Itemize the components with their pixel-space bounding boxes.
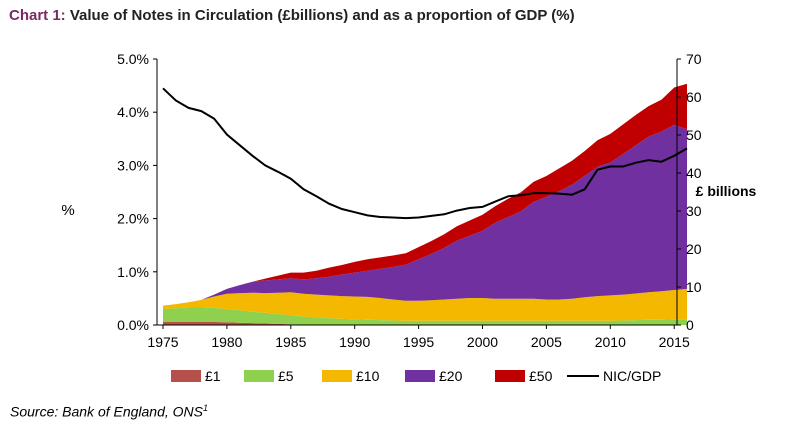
left-axis-ticks: 0.0% 1.0% 2.0% 3.0% 4.0% 5.0% xyxy=(117,51,157,333)
left-tick-label: 0.0% xyxy=(117,317,149,333)
x-tick-label: 1980 xyxy=(211,334,242,350)
right-axis-ticks: 0 10 20 30 40 50 60 70 xyxy=(677,51,702,333)
x-tick-label: 2010 xyxy=(595,334,626,350)
chart-title-prefix: Chart 1: xyxy=(9,7,66,24)
right-tick-label: 30 xyxy=(686,203,702,219)
nic-gdp-line xyxy=(162,87,688,220)
left-tick-label: 3.0% xyxy=(117,157,149,173)
legend-label-gbp50: £50 xyxy=(529,368,553,384)
area-gbp5 xyxy=(163,307,687,325)
left-axis-label: % xyxy=(61,202,74,219)
right-tick-label: 70 xyxy=(686,51,702,67)
x-tick-label: 1995 xyxy=(403,334,434,350)
chart-title: Chart 1: Value of Notes in Circulation (… xyxy=(9,7,575,24)
legend-swatch-gbp50 xyxy=(495,370,525,382)
source-footnote-marker: 1 xyxy=(203,403,209,413)
legend-swatch-gbp1 xyxy=(171,370,201,382)
left-tick-label: 2.0% xyxy=(117,211,149,227)
axes xyxy=(156,59,678,326)
x-tick-label: 2015 xyxy=(659,334,690,350)
x-tick-label: 1990 xyxy=(339,334,370,350)
right-tick-label: 60 xyxy=(686,89,702,105)
chart-title-main: Value of Notes in Circulation (£billions… xyxy=(65,7,575,24)
left-tick-label: 1.0% xyxy=(117,264,149,280)
legend-label-gbp1: £1 xyxy=(205,368,221,384)
x-tick-label: 1975 xyxy=(147,334,178,350)
right-tick-label: 50 xyxy=(686,127,702,143)
legend-swatch-gbp5 xyxy=(244,370,274,382)
x-tick-label: 2000 xyxy=(467,334,498,350)
right-tick-label: 0 xyxy=(686,317,694,333)
right-tick-label: 10 xyxy=(686,279,702,295)
right-tick-label: 20 xyxy=(686,241,702,257)
source-note: Source: Bank of England, ONS1 xyxy=(10,403,208,420)
legend-label-gbp20: £20 xyxy=(439,368,463,384)
x-axis-ticks: 1975 1980 1985 1990 1995 2000 2005 2010 2015 xyxy=(147,325,690,350)
x-tick-label: 1985 xyxy=(275,334,306,350)
legend-label-gbp10: £10 xyxy=(356,368,380,384)
stacked-areas xyxy=(163,83,687,325)
area-gbp10 xyxy=(163,288,687,321)
right-tick-label: 40 xyxy=(686,165,702,181)
legend-swatch-gbp20 xyxy=(405,370,435,382)
left-tick-label: 4.0% xyxy=(117,104,149,120)
legend: £1 £5 £10 £20 £50 NIC/GDP xyxy=(171,368,661,384)
nic-gdp-line-group xyxy=(162,87,688,220)
legend-label-nic-gdp: NIC/GDP xyxy=(603,368,661,384)
right-axis-label: £ billions xyxy=(696,183,757,199)
left-tick-label: 5.0% xyxy=(117,51,149,67)
legend-swatch-gbp10 xyxy=(322,370,352,382)
area-gbp20 xyxy=(163,124,687,306)
source-text: Source: Bank of England, ONS xyxy=(10,403,203,420)
legend-label-gbp5: £5 xyxy=(278,368,294,384)
x-tick-label: 2005 xyxy=(531,334,562,350)
